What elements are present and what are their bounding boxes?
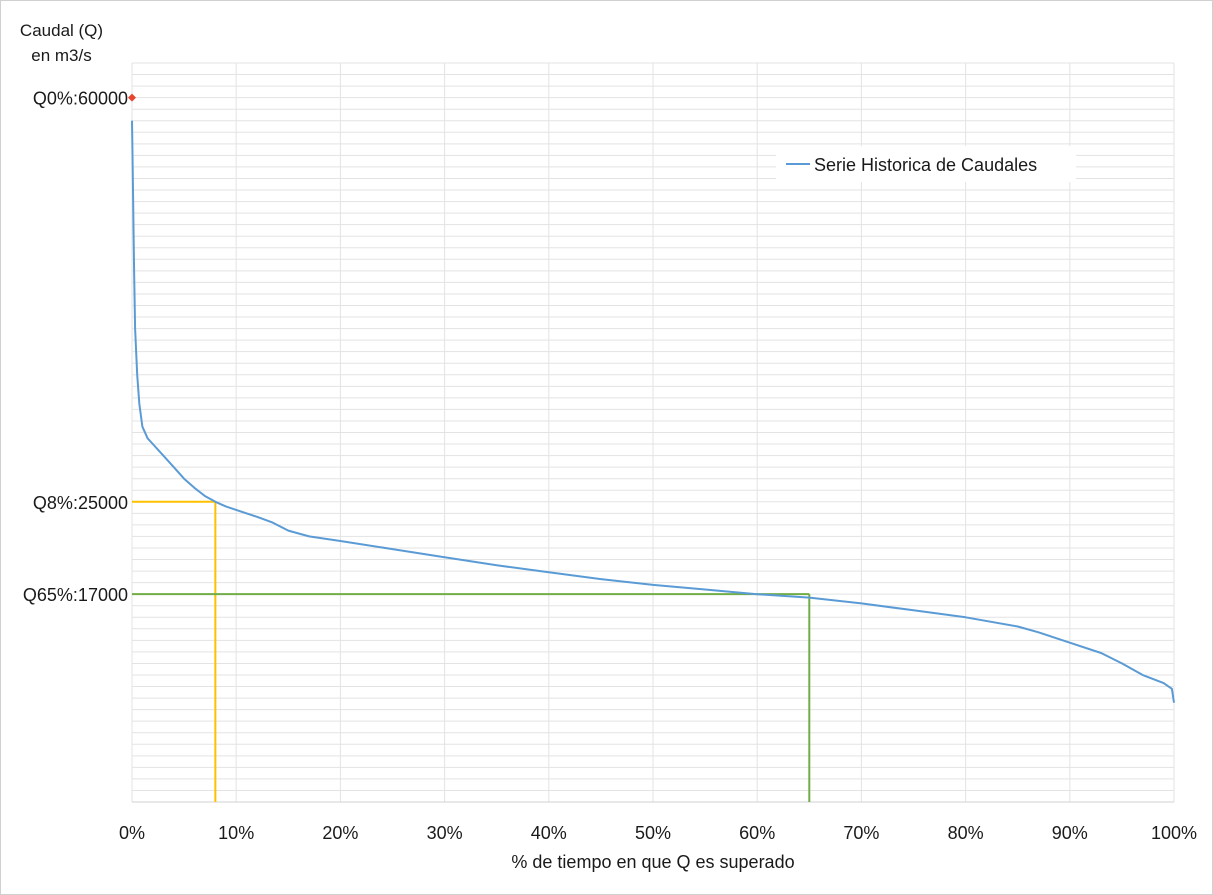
x-tick-label: 50% [635,823,671,843]
x-tick-label: 40% [531,823,567,843]
x-tick-label: 10% [218,823,254,843]
legend: Serie Historica de Caudales [776,146,1076,182]
q0-marker [128,93,136,102]
x-tick-label: 100% [1151,823,1197,843]
legend-entry: Serie Historica de Caudales [814,155,1037,175]
legend-box [776,146,1076,182]
annotation-label: Q65%:17000 [23,585,128,605]
gridlines [131,62,1175,803]
annotation-label: Q8%:25000 [33,493,128,513]
annotation-label: Q0%:60000 [33,89,128,109]
x-tick-label: 70% [843,823,879,843]
x-tick-label: 60% [739,823,775,843]
x-tick-label: 80% [948,823,984,843]
series-line [131,120,1175,703]
x-tick-label: 0% [119,823,145,843]
y-axis-label: Caudal (Q) en m3/s [19,21,104,65]
x-tick-label: 90% [1052,823,1088,843]
x-tick-label: 30% [427,823,463,843]
x-axis-label: % de tiempo en que Q es superado [511,852,795,872]
x-tick-label: 20% [322,823,358,843]
